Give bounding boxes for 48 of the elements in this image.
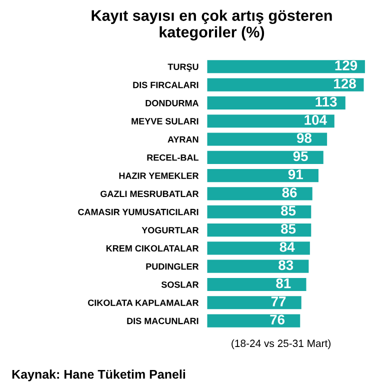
text: Kaynak: Hane Tüketim Paneli (12, 370, 186, 382)
bar (207, 260, 309, 273)
y-tick-label: PUDINGLER (146, 263, 199, 270)
y-tick-label: MEYVE SULARI (132, 118, 198, 124)
data-label: 76 (270, 314, 285, 325)
data-label: 77 (271, 296, 286, 306)
data-label: 91 (288, 169, 303, 180)
y-tick-label: RECEL-BAL (147, 154, 199, 161)
bar (207, 296, 302, 310)
data-label: 84 (280, 242, 295, 252)
y-tick-label: HAZIR YEMEKLER (119, 172, 199, 179)
data-label: 95 (293, 151, 308, 162)
bar (207, 96, 346, 110)
text: (18-24 vs 25-31 Mart) (232, 339, 330, 350)
y-tick-label: CAMASIR YUMUSATICILARI (78, 208, 198, 216)
y-tick-label: TURŞU (168, 64, 198, 72)
data-label: 113 (316, 96, 337, 107)
y-tick-label: CIKOLATA KAPLAMALAR (88, 300, 199, 306)
y-tick-label: KREM CIKOLATALAR (106, 245, 199, 252)
y-tick-label: DIS MACUNLARI (127, 318, 198, 324)
y-tick-label: GAZLI MESRUBATLAR (100, 190, 199, 198)
bar (207, 278, 306, 292)
bar (207, 242, 310, 255)
y-tick-label: AYRAN (168, 136, 198, 143)
data-label: 85 (281, 206, 296, 216)
bar (207, 169, 318, 182)
data-label: 104 (304, 115, 327, 125)
data-label: 128 (334, 78, 356, 89)
bar (207, 60, 365, 74)
y-tick-label: DONDURMA (146, 100, 199, 106)
data-label: 85 (281, 224, 296, 234)
chart-title: Kayıt sayısı en çok artış gösteren kategoriler (%) (92, 10, 332, 41)
bar (207, 187, 312, 200)
bar (207, 314, 300, 328)
y-tick-label: DIS FIRCALARI (133, 82, 198, 88)
y-tick-label: SOSLAR (161, 281, 199, 288)
bar (207, 78, 364, 92)
bar (207, 205, 312, 218)
y-tick-label: YOGURTLAR (142, 226, 199, 234)
data-label: 86 (282, 188, 297, 198)
bar (207, 150, 324, 164)
bar (207, 114, 334, 128)
data-label: 129 (335, 60, 358, 70)
data-label: 81 (276, 278, 291, 288)
bar (207, 223, 312, 237)
data-label: 98 (296, 133, 312, 143)
bar (207, 132, 328, 146)
data-label: 83 (278, 260, 294, 270)
